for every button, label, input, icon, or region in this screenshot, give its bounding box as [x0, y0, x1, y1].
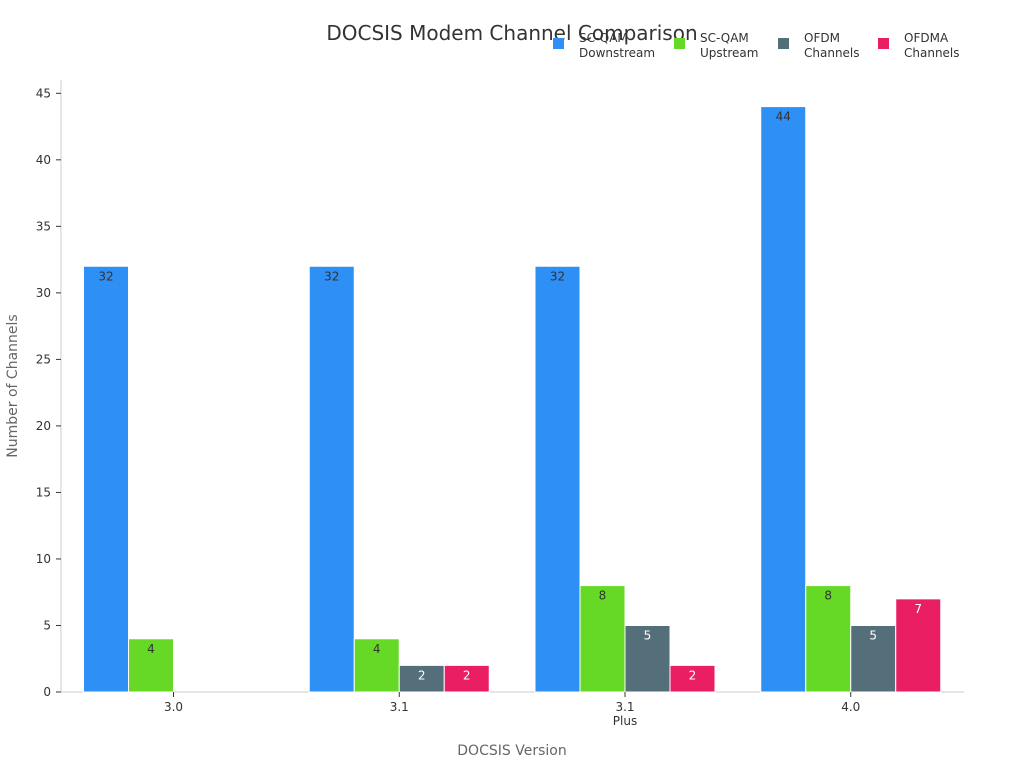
bar	[669, 664, 716, 693]
bar	[443, 664, 490, 693]
y-tick-label: 5	[43, 618, 51, 632]
x-tick-label: 3.1	[390, 700, 409, 714]
bar	[534, 265, 581, 693]
y-tick-label: 25	[36, 352, 51, 366]
legend-swatch	[553, 38, 564, 49]
bar	[128, 638, 174, 693]
bar-value-label: 4	[147, 642, 155, 656]
bar	[83, 265, 129, 693]
x-tick-label: 4.0	[841, 700, 860, 714]
bar-value-label: 4	[373, 642, 381, 656]
bar	[805, 585, 852, 693]
y-axis-title: Number of Channels	[5, 314, 21, 457]
y-ticks: 0 5 10 15 20 25 30 35 40 45	[36, 86, 61, 699]
legend-swatch	[674, 38, 685, 49]
bar-value-label: 2	[689, 668, 697, 682]
bar	[398, 664, 445, 693]
bar	[895, 598, 942, 693]
bar-value-label: 5	[869, 628, 877, 642]
bar-value-label: 32	[324, 269, 339, 283]
y-tick-label: 30	[36, 286, 51, 300]
bar-value-label: 2	[463, 668, 471, 682]
y-tick-label: 45	[36, 86, 51, 100]
bar	[850, 624, 897, 693]
bar-value-label: 2	[418, 668, 426, 682]
bar-value-label: 44	[776, 110, 791, 124]
legend: SC-QAM Downstream SC-QAM Upstream OFDM Channe…	[553, 31, 960, 60]
bar-value-label: 32	[550, 269, 565, 283]
bar	[579, 585, 626, 693]
chart-title: DOCSIS Modem Channel Comparison	[326, 21, 697, 45]
bars: 32 4 32 4 2 2 32 8 5 2 44 8 5 7	[83, 106, 942, 693]
legend-swatch	[878, 38, 889, 49]
bar	[760, 106, 807, 693]
legend-label: OFDMA Channels	[904, 31, 960, 60]
bar-value-label: 8	[824, 589, 832, 603]
y-tick-label: 10	[36, 552, 51, 566]
bar-value-label: 8	[599, 589, 607, 603]
bar-value-label: 32	[98, 269, 113, 283]
bar	[624, 624, 671, 693]
y-tick-label: 0	[43, 685, 51, 699]
legend-label: SC-QAM Upstream	[700, 31, 758, 60]
legend-label: SC-QAM Downstream	[579, 31, 655, 60]
y-tick-label: 20	[36, 419, 51, 433]
legend-swatch	[778, 38, 789, 49]
bar	[308, 265, 355, 693]
legend-label: OFDM Channels	[804, 31, 860, 60]
x-tick-label: 3.1 Plus	[613, 700, 637, 728]
y-tick-label: 40	[36, 153, 51, 167]
y-tick-label: 35	[36, 219, 51, 233]
x-ticks: 3.0 3.1 3.1 Plus 4.0	[164, 692, 860, 728]
bar-value-label: 5	[644, 628, 652, 642]
bar-value-label: 7	[914, 602, 922, 616]
y-tick-label: 15	[36, 485, 51, 499]
x-tick-label: 3.0	[164, 700, 183, 714]
x-axis-title: DOCSIS Version	[457, 743, 566, 759]
